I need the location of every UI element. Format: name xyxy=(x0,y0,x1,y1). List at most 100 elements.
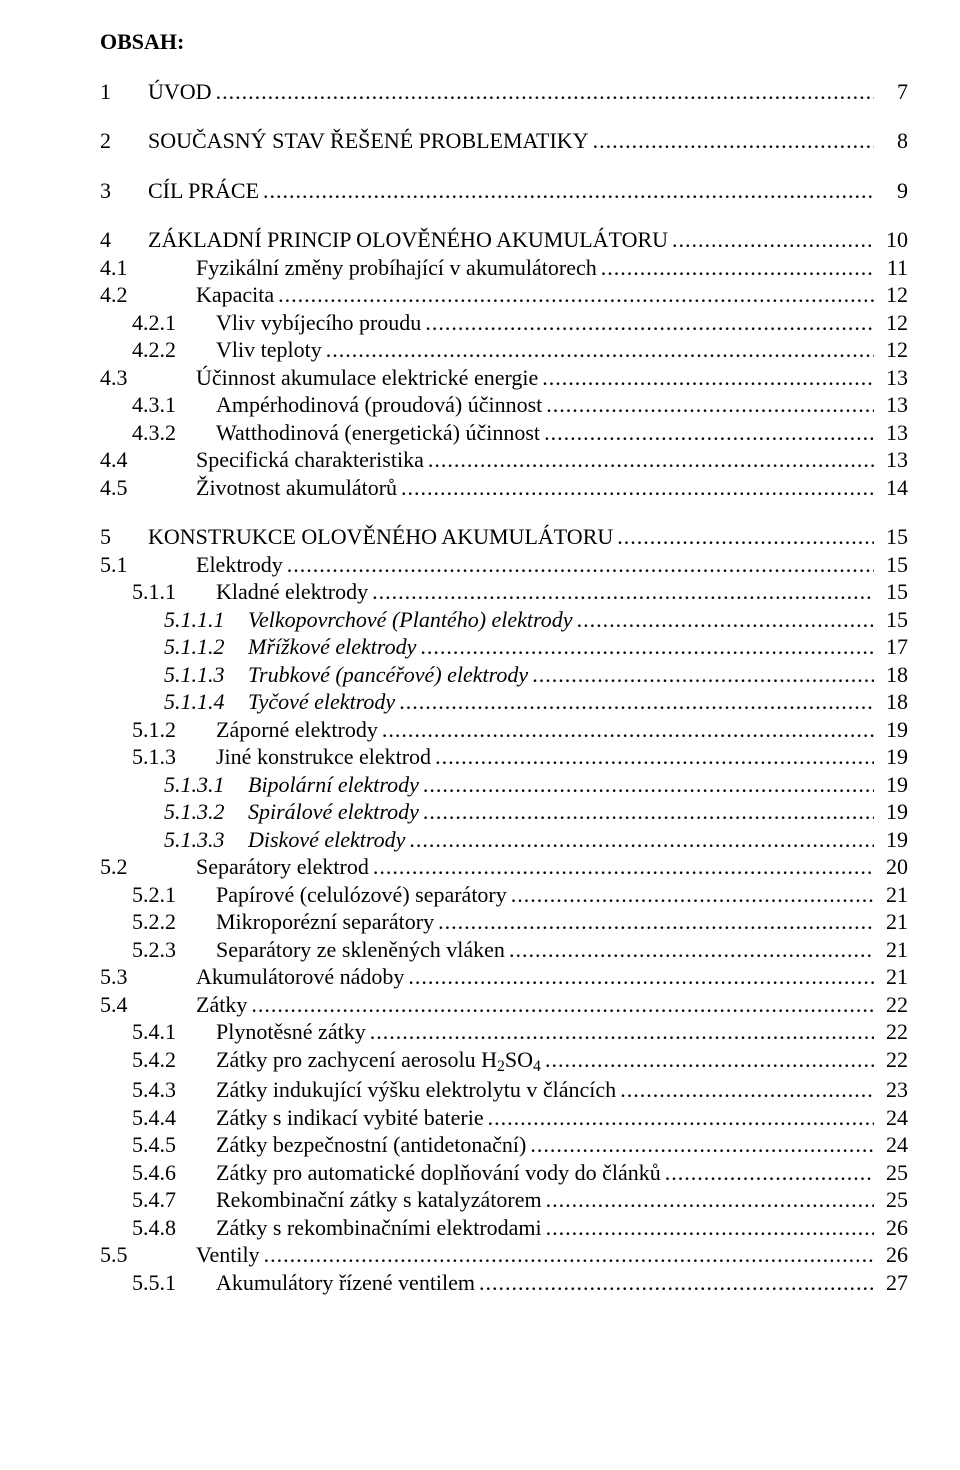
toc-row: 4.2.2Vliv teploty12 xyxy=(100,336,908,364)
toc-entry-title: ÚVOD xyxy=(148,78,216,106)
toc-entry-title: Zátky s rekombinačními elektrodami xyxy=(216,1214,546,1242)
toc-entry-number: 5.1.1.3 xyxy=(164,661,248,689)
toc-entry-page: 17 xyxy=(874,633,908,661)
toc-row: 4.3Účinnost akumulace elektrické energie… xyxy=(100,364,908,392)
toc-entry-page: 21 xyxy=(874,908,908,936)
toc-entry-title: Záporné elektrody xyxy=(216,716,382,744)
toc-entry-number: 4.2 xyxy=(100,281,196,309)
toc-entry-page: 18 xyxy=(874,661,908,689)
toc-leader-dots xyxy=(601,254,874,282)
toc-entry-page: 14 xyxy=(874,474,908,502)
toc-row: 5.1.1.2Mřížkové elektrody17 xyxy=(100,633,908,661)
toc-row: 5.4.8Zátky s rekombinačními elektrodami2… xyxy=(100,1214,908,1242)
toc-gap xyxy=(100,105,908,127)
toc-entry-page: 8 xyxy=(874,127,908,155)
toc-leader-dots xyxy=(530,1131,874,1159)
toc-entry-number: 4.3 xyxy=(100,364,196,392)
toc-entry-number: 5.4.6 xyxy=(132,1159,216,1187)
toc-row: 5.1.2Záporné elektrody19 xyxy=(100,716,908,744)
toc-leader-dots xyxy=(546,1186,874,1214)
toc-entry-page: 15 xyxy=(874,578,908,606)
toc-entry-title: KONSTRUKCE OLOVĚNÉHO AKUMULÁTORU xyxy=(148,523,617,551)
toc-entry-page: 21 xyxy=(874,881,908,909)
toc-row: 5.5Ventily26 xyxy=(100,1241,908,1269)
toc-row: 4.3.2Watthodinová (energetická) účinnost… xyxy=(100,419,908,447)
toc-entry-title: Rekombinační zátky s katalyzátorem xyxy=(216,1186,546,1214)
toc-entry-title: Spirálové elektrody xyxy=(248,798,423,826)
toc-entry-title: Akumulátory řízené ventilem xyxy=(216,1269,479,1297)
toc-leader-dots xyxy=(617,523,874,551)
toc-entry-page: 21 xyxy=(874,963,908,991)
toc-row: 4.2Kapacita12 xyxy=(100,281,908,309)
toc-leader-dots xyxy=(546,1214,874,1242)
toc-row: 4.5Životnost akumulátorů14 xyxy=(100,474,908,502)
toc-entry-page: 13 xyxy=(874,419,908,447)
toc-entry-page: 12 xyxy=(874,281,908,309)
toc-entry-number: 5.5.1 xyxy=(132,1269,216,1297)
toc-entry-page: 18 xyxy=(874,688,908,716)
toc-leader-dots xyxy=(438,908,874,936)
toc-entry-page: 19 xyxy=(874,743,908,771)
toc-row: 3CÍL PRÁCE9 xyxy=(100,177,908,205)
toc-leader-dots xyxy=(479,1269,874,1297)
toc-entry-title: Mřížkové elektrody xyxy=(248,633,420,661)
toc-entry-number: 5.2.3 xyxy=(132,936,216,964)
toc-entry-number: 4.2.2 xyxy=(132,336,216,364)
toc-row: 5.4.7Rekombinační zátky s katalyzátorem2… xyxy=(100,1186,908,1214)
toc-leader-dots xyxy=(435,743,874,771)
toc-entry-page: 13 xyxy=(874,364,908,392)
toc-entry-page: 19 xyxy=(874,826,908,854)
toc-leader-dots xyxy=(488,1104,874,1132)
toc-entry-page: 15 xyxy=(874,551,908,579)
page: OBSAH: 1ÚVOD72SOUČASNÝ STAV ŘEŠENÉ PROBL… xyxy=(0,0,960,1470)
toc-gap xyxy=(100,501,908,523)
toc-row: 2SOUČASNÝ STAV ŘEŠENÉ PROBLEMATIKY8 xyxy=(100,127,908,155)
toc-entry-title: Zátky s indikací vybité baterie xyxy=(216,1104,488,1132)
toc-heading: OBSAH: xyxy=(100,28,908,56)
toc-leader-dots xyxy=(408,963,874,991)
toc-entry-page: 11 xyxy=(874,254,908,282)
toc-leader-dots xyxy=(511,881,874,909)
toc-row: 5.1.3.2Spirálové elektrody19 xyxy=(100,798,908,826)
toc-entry-page: 19 xyxy=(874,798,908,826)
toc-leader-dots xyxy=(593,127,874,155)
toc-row: 5.4.2Zátky pro zachycení aerosolu H2SO42… xyxy=(100,1046,908,1077)
toc-entry-page: 9 xyxy=(874,177,908,205)
toc-row: 4.3.1Ampérhodinová (proudová) účinnost13 xyxy=(100,391,908,419)
toc-entry-page: 25 xyxy=(874,1186,908,1214)
toc-leader-dots xyxy=(542,364,874,392)
toc-row: 5.2.1Papírové (celulózové) separátory21 xyxy=(100,881,908,909)
toc-entry-number: 5.2.2 xyxy=(132,908,216,936)
toc-row: 5.2Separátory elektrod20 xyxy=(100,853,908,881)
toc-leader-dots xyxy=(287,551,874,579)
toc-leader-dots xyxy=(532,661,874,689)
toc-entry-page: 23 xyxy=(874,1076,908,1104)
toc-row: 5.4Zátky22 xyxy=(100,991,908,1019)
toc-entry-page: 19 xyxy=(874,716,908,744)
toc-entry-title: Kladné elektrody xyxy=(216,578,372,606)
toc-row: 5.1.1.3Trubkové (pancéřové) elektrody18 xyxy=(100,661,908,689)
toc-entry-page: 27 xyxy=(874,1269,908,1297)
toc-leader-dots xyxy=(665,1159,874,1187)
toc-entry-number: 4.2.1 xyxy=(132,309,216,337)
table-of-contents: 1ÚVOD72SOUČASNÝ STAV ŘEŠENÉ PROBLEMATIKY… xyxy=(100,78,908,1297)
toc-entry-number: 5.1 xyxy=(100,551,196,579)
toc-entry-page: 25 xyxy=(874,1159,908,1187)
toc-leader-dots xyxy=(420,633,874,661)
toc-entry-page: 21 xyxy=(874,936,908,964)
toc-row: 5.1.3.1Bipolární elektrody19 xyxy=(100,771,908,799)
toc-leader-dots xyxy=(278,281,874,309)
toc-entry-title: CÍL PRÁCE xyxy=(148,177,263,205)
toc-entry-page: 24 xyxy=(874,1104,908,1132)
toc-entry-title: Velkopovrchové (Plantého) elektrody xyxy=(248,606,577,634)
toc-leader-dots xyxy=(509,936,874,964)
toc-entry-number: 5.1.3.1 xyxy=(164,771,248,799)
toc-entry-page: 22 xyxy=(874,991,908,1019)
toc-entry-number: 4.4 xyxy=(100,446,196,474)
toc-entry-title: Papírové (celulózové) separátory xyxy=(216,881,511,909)
toc-entry-page: 20 xyxy=(874,853,908,881)
toc-leader-dots xyxy=(423,771,874,799)
toc-entry-number: 5 xyxy=(100,523,148,551)
toc-row: 5.1.1.1Velkopovrchové (Plantého) elektro… xyxy=(100,606,908,634)
toc-row: 5.4.3Zátky indukující výšku elektrolytu … xyxy=(100,1076,908,1104)
